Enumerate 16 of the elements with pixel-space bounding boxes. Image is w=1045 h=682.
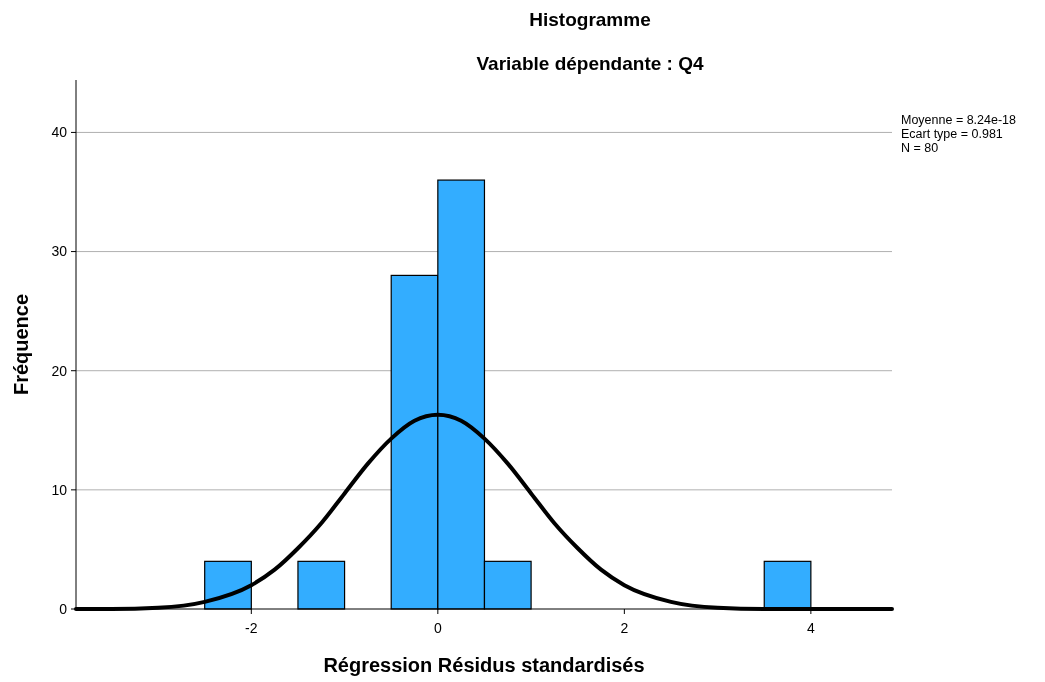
text: Ecart type = 0.981 (901, 127, 1003, 141)
y-axis-title: Fréquence (10, 293, 32, 396)
chart-subtitle: Variable dépendante : Q4 (476, 53, 704, 74)
y-tick-label: 40 (51, 124, 68, 141)
y-tick-label: 10 (51, 481, 68, 498)
x-tick-label: 4 (806, 620, 815, 636)
x-tick-label: -2 (245, 620, 258, 636)
x-tick-label: 2 (620, 620, 629, 636)
y-tick-label: 30 (51, 243, 68, 260)
text: Moyenne = 8.24e-18 (901, 113, 1017, 127)
chart-title: Histogramme (529, 9, 651, 30)
y-tick-label: 20 (51, 362, 68, 379)
x-axis-title: Régression Résidus standardisés (323, 654, 645, 676)
y-tick-label: 0 (59, 600, 68, 617)
x-tick-label: 0 (433, 620, 442, 636)
text: N = 80 (901, 141, 939, 155)
